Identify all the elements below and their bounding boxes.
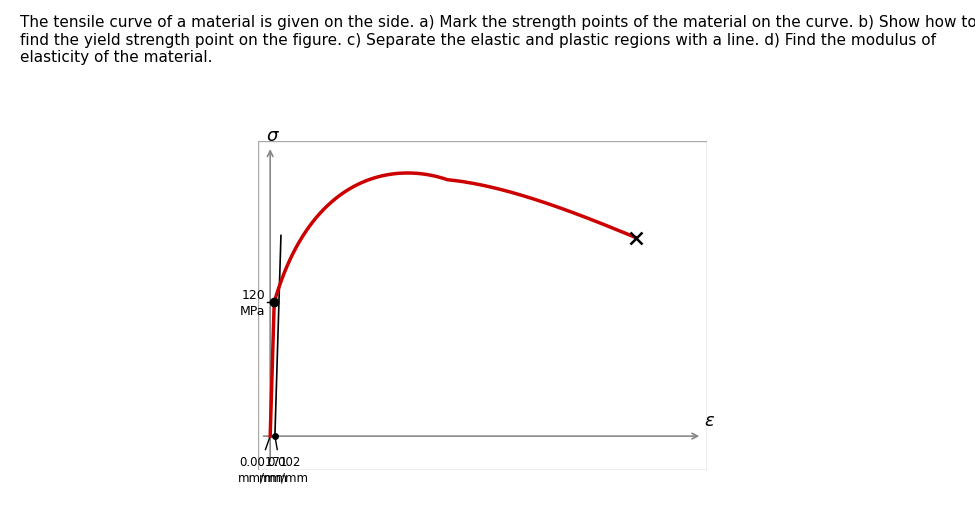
Text: σ: σ [266, 127, 278, 145]
Text: The tensile curve of a material is given on the side. a) Mark the strength point: The tensile curve of a material is given… [20, 15, 975, 65]
Text: 0.00171
mm/mm: 0.00171 mm/mm [238, 455, 288, 483]
Text: 120
MPa: 120 MPa [240, 288, 265, 317]
Text: ε: ε [705, 412, 715, 430]
Text: 0.002
mm/mm: 0.002 mm/mm [259, 455, 309, 483]
